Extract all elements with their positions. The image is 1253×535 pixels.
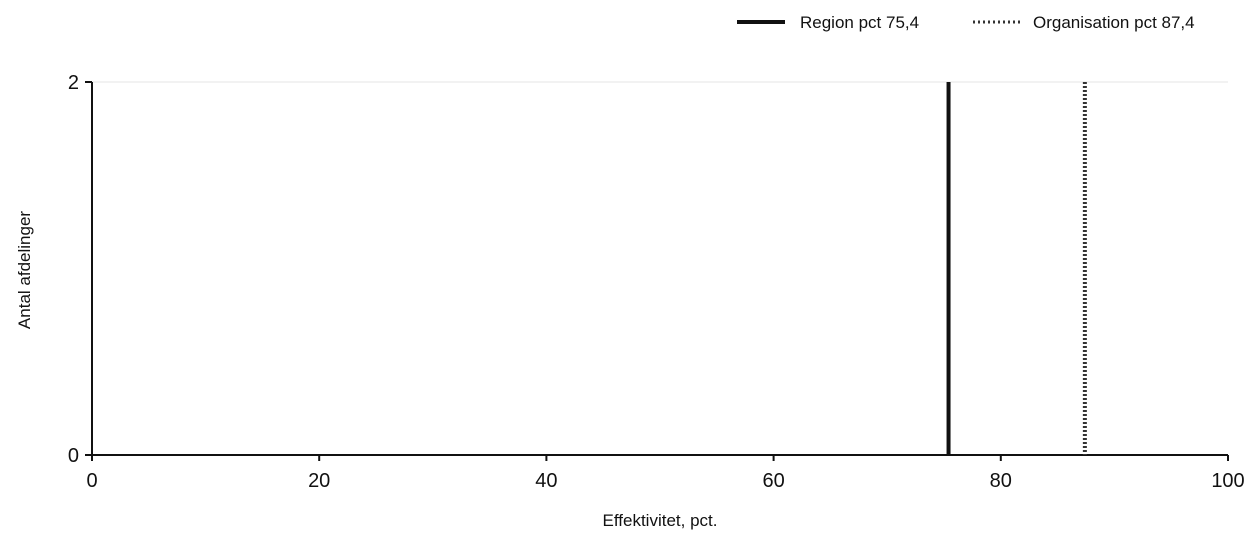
y-tick-label-2: 2 [68, 72, 79, 94]
x-tick-label-20: 20 [308, 470, 330, 492]
x-tick-label-100: 100 [1211, 470, 1244, 492]
x-tick-label-0: 0 [86, 470, 97, 492]
y-tick-label-0: 0 [68, 445, 79, 467]
x-axis-title: Effektivitet, pct. [603, 511, 718, 530]
x-tick-label-60: 60 [762, 470, 784, 492]
legend: Region pct 75,4 Organisation pct 87,4 [737, 13, 1195, 32]
x-tick-label-80: 80 [990, 470, 1012, 492]
plot-area: 0 20 40 60 80 100 0 2 [68, 72, 1245, 492]
legend-label-organisation: Organisation pct 87,4 [1033, 13, 1195, 32]
x-tick-label-40: 40 [535, 470, 557, 492]
y-axis-title: Antal afdelinger [15, 211, 34, 329]
legend-label-region: Region pct 75,4 [800, 13, 919, 32]
